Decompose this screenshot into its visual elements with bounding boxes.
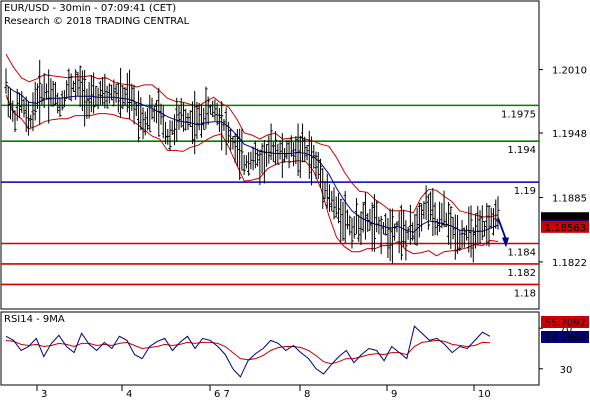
rsi-panel-frame bbox=[0, 311, 540, 386]
price-layer: 1.1975 1.194 1.19 1.184 1.182 1.18 bbox=[1, 53, 539, 299]
x-tick-label-0: 3 bbox=[41, 389, 47, 400]
price-y-tick-label-0: 1.2010 bbox=[552, 66, 587, 77]
chart-header-line1: EUR/USD - 30min - 07:09:41 (CET) bbox=[4, 3, 176, 14]
rsi-tag-label-1: 54.2604 bbox=[545, 333, 586, 344]
price-y-tick-label-1: 1.1948 bbox=[552, 129, 587, 140]
x-tick-label-2: 6 7 bbox=[214, 389, 230, 400]
x-tick-label-4: 9 bbox=[391, 389, 397, 400]
level-label-5: 1.18 bbox=[514, 288, 536, 299]
rsi-tag-bg-1 bbox=[541, 331, 589, 343]
price-y-tick-label-2: 1.1885 bbox=[552, 193, 587, 204]
level-label-3: 1.184 bbox=[507, 248, 536, 259]
x-tick-label-5: 10 bbox=[478, 389, 491, 400]
x-tick-label-3: 8 bbox=[304, 389, 310, 400]
rsi-y-tick-label-1: 30 bbox=[560, 365, 573, 376]
rsi-y-tick-label-0: 70 bbox=[560, 324, 573, 335]
rsi-layer bbox=[5, 325, 491, 378]
level-label-4: 1.182 bbox=[507, 268, 536, 279]
x-tick-label-1: 4 bbox=[126, 389, 132, 400]
forecast-arrow-head bbox=[502, 237, 509, 248]
bollinger-lower-line bbox=[5, 94, 499, 257]
rsi-tag-label-0: 55.7097 bbox=[545, 318, 586, 329]
rsi-panel-title: RSI14 - 9MA bbox=[4, 314, 65, 325]
rsi-ma-line bbox=[5, 339, 491, 365]
chart-header-line2: Research © 2018 TRADING CENTRAL bbox=[4, 16, 190, 27]
price-tag-bg-2 bbox=[541, 220, 589, 233]
forecast-arrow-shaft bbox=[497, 217, 507, 240]
rsi-line bbox=[5, 325, 491, 378]
moving-average-line bbox=[5, 84, 499, 233]
level-label-2: 1.19 bbox=[514, 186, 536, 197]
rsi-tag-bg-0 bbox=[541, 316, 589, 328]
price-tag-label-2: 1.18563 bbox=[545, 223, 586, 234]
level-label-0: 1.1975 bbox=[501, 109, 536, 120]
bollinger-upper-line bbox=[5, 53, 499, 218]
price-bars bbox=[4, 59, 500, 265]
price-y-tick-label-3: 1.1822 bbox=[552, 258, 587, 269]
price-panel-frame bbox=[0, 0, 540, 310]
axis-layer: 1.20101.19481.18851.18221.186471.185791.… bbox=[36, 66, 589, 400]
level-label-1: 1.194 bbox=[507, 145, 536, 156]
